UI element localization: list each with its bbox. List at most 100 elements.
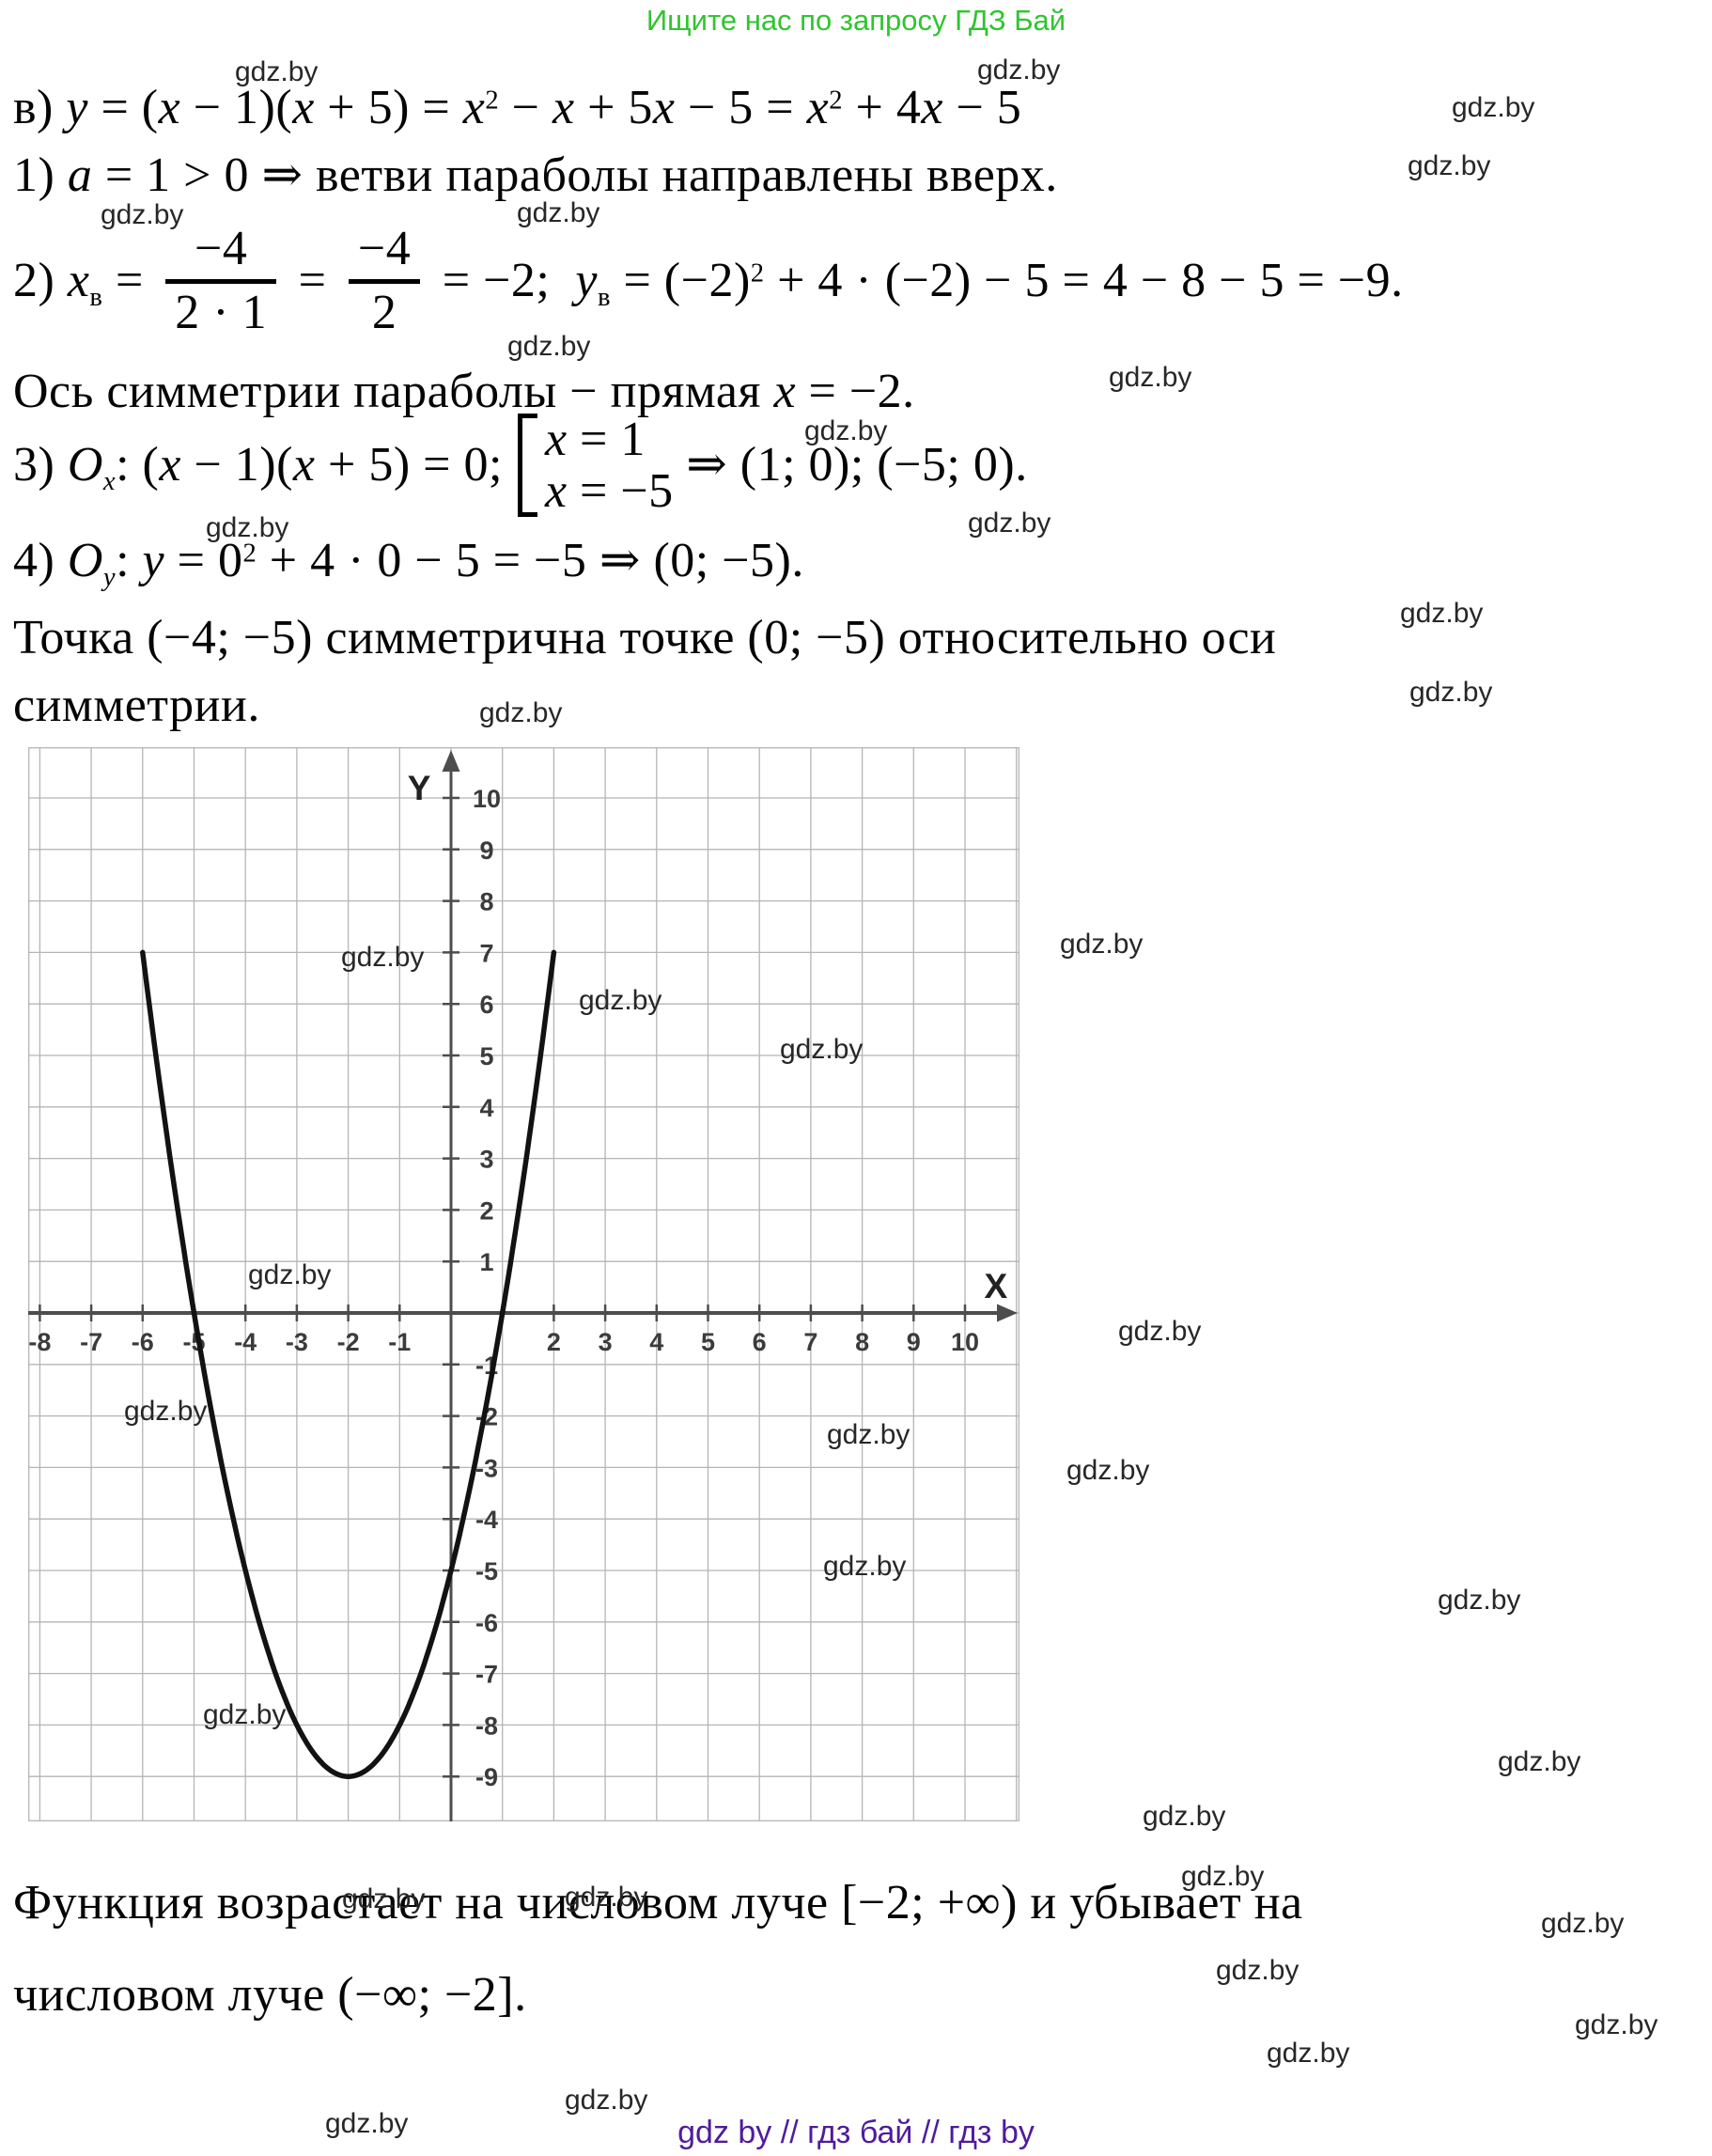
step-3-suffix: ⇒ (1; 0); (−5; 0). bbox=[673, 437, 1028, 492]
fraction-2-numerator: −4 bbox=[357, 222, 412, 275]
monotonicity-line-1: Функция возрастает на числовом луче [−2;… bbox=[13, 1876, 1303, 1929]
parabola-curve bbox=[140, 949, 557, 1779]
monotonicity-line-2: числовом луче (−∞; −2]. bbox=[13, 1968, 527, 2022]
watermark: gdz.by bbox=[203, 1699, 287, 1730]
watermark: gdz.by bbox=[804, 415, 888, 446]
x-tick-label: 8 bbox=[855, 1328, 869, 1356]
y-tick-label: -8 bbox=[475, 1711, 498, 1740]
step-2-line: 2) xв = −4 2 · 1 = −4 2 = −2; yв = (−2)2… bbox=[13, 222, 1404, 339]
watermark: gdz.by bbox=[479, 697, 563, 728]
watermark: gdz.by bbox=[977, 55, 1061, 86]
fraction-bar bbox=[348, 278, 421, 284]
watermark: gdz.by bbox=[101, 199, 184, 230]
fraction-1-denominator: 2 · 1 bbox=[175, 285, 268, 339]
fraction-2: −4 2 bbox=[348, 222, 421, 339]
watermark: gdz.by bbox=[1575, 2009, 1658, 2040]
watermark: gdz.by bbox=[780, 1034, 864, 1065]
system-bracket bbox=[517, 414, 537, 518]
watermark: gdz.by bbox=[325, 2108, 409, 2139]
step-3-line: 3) Ox: (x − 1)(x + 5) = 0; x = 1 x = −5 … bbox=[13, 413, 1028, 518]
x-tick-label: -1 bbox=[388, 1328, 411, 1356]
watermark: gdz.by bbox=[235, 56, 319, 87]
y-tick-label: 9 bbox=[479, 836, 493, 865]
step-2-suffix: = −2; yв = (−2)2 + 4 · (−2) − 5 = 4 − 8 … bbox=[429, 253, 1404, 312]
watermark: gdz.by bbox=[968, 508, 1051, 539]
x-tick-label: 6 bbox=[753, 1328, 767, 1356]
watermark: gdz.by bbox=[823, 1551, 907, 1582]
y-tick-label: -4 bbox=[475, 1506, 498, 1534]
watermark: gdz.by bbox=[1438, 1585, 1521, 1616]
x-tick-label: 3 bbox=[599, 1328, 613, 1356]
x-tick-label: -7 bbox=[80, 1328, 102, 1356]
y-tick-label: 7 bbox=[479, 939, 493, 967]
step-2-equals: = bbox=[286, 253, 339, 307]
fraction-2-denominator: 2 bbox=[371, 285, 397, 339]
fraction-1-numerator: −4 bbox=[195, 222, 248, 275]
x-tick-label: 4 bbox=[649, 1328, 663, 1356]
watermark: gdz.by bbox=[1400, 598, 1484, 629]
x-tick-label: -3 bbox=[286, 1328, 308, 1356]
grid-border bbox=[28, 747, 1019, 1821]
watermark: gdz.by bbox=[1143, 1801, 1226, 1832]
y-tick-label: 2 bbox=[479, 1196, 493, 1225]
y-tick-label: -6 bbox=[475, 1609, 498, 1637]
axis-symmetry-line: Ось симметрии параболы − прямая x = −2. bbox=[13, 365, 915, 418]
watermark: gdz.by bbox=[342, 1883, 426, 1914]
fraction-1: −4 2 · 1 bbox=[165, 222, 277, 339]
step-v-line: в) y = (x − 1)(x + 5) = x2 − x + 5x − 5 … bbox=[13, 81, 1022, 134]
watermark: gdz.by bbox=[1066, 1455, 1150, 1486]
watermark: gdz.by bbox=[1452, 92, 1535, 123]
step-1-line: 1) a = 1 > 0 ⇒ ветви параболы направлены… bbox=[13, 148, 1058, 202]
x-tick-label: -8 bbox=[28, 1328, 51, 1356]
x-tick-label: 10 bbox=[951, 1328, 979, 1356]
watermark: gdz.by bbox=[1118, 1316, 1202, 1347]
watermark: gdz.by bbox=[579, 985, 662, 1016]
x-axis-label: X bbox=[984, 1267, 1007, 1305]
step-2-prefix: 2) xв = bbox=[13, 253, 157, 312]
symmetric-point-line-2: симметрии. bbox=[13, 679, 260, 732]
x-tick-label: 9 bbox=[907, 1328, 921, 1356]
y-tick-label: -5 bbox=[475, 1557, 498, 1586]
y-tick-label: 10 bbox=[473, 785, 501, 813]
x-tick-label: 2 bbox=[547, 1328, 561, 1356]
fraction-bar bbox=[165, 278, 277, 284]
y-tick-label: 3 bbox=[479, 1146, 493, 1174]
watermark: gdz.by bbox=[206, 512, 289, 543]
x-tick-label: 7 bbox=[803, 1328, 817, 1356]
y-axis-label: Y bbox=[408, 769, 431, 807]
watermark: gdz.by bbox=[1109, 362, 1192, 393]
promo-banner: Ищите нас по запросу ГДЗ Бай bbox=[646, 4, 1066, 37]
y-tick-label: 5 bbox=[479, 1042, 493, 1070]
x-tick-label: 5 bbox=[701, 1328, 715, 1356]
watermark: gdz.by bbox=[1541, 1908, 1625, 1939]
watermark: gdz.by bbox=[1216, 1955, 1300, 1986]
x-tick-label: -4 bbox=[234, 1328, 257, 1356]
equation-system: x = 1 x = −5 bbox=[517, 413, 674, 518]
watermark: gdz.by bbox=[565, 2085, 648, 2116]
site-footer: gdz by // гдз бай // гдз by bbox=[677, 2115, 1035, 2150]
watermark: gdz.by bbox=[827, 1419, 910, 1450]
x-axis-arrow bbox=[997, 1304, 1018, 1322]
y-tick-label: 4 bbox=[479, 1094, 493, 1122]
watermark: gdz.by bbox=[1409, 677, 1493, 708]
watermark: gdz.by bbox=[124, 1396, 208, 1427]
system-row-1: x = 1 bbox=[544, 413, 646, 466]
y-tick-label: 8 bbox=[479, 888, 493, 916]
watermark: gdz.by bbox=[565, 1882, 648, 1913]
parabola-graph: -8 -7 -6 -5 -4 -3 -2 -1 2 3 4 5 6 7 8 9 1010987654321-1-… bbox=[28, 747, 1019, 1821]
watermark: gdz.by bbox=[341, 942, 425, 973]
y-tick-label: 1 bbox=[479, 1248, 493, 1276]
y-tick-label: 6 bbox=[479, 991, 493, 1019]
x-tick-label: -2 bbox=[337, 1328, 360, 1356]
step-3-prefix: 3) Ox: (x − 1)(x + 5) = 0; bbox=[13, 437, 503, 496]
x-tick-label: -6 bbox=[132, 1328, 154, 1356]
watermark: gdz.by bbox=[248, 1259, 332, 1290]
watermark: gdz.by bbox=[1060, 929, 1144, 960]
watermark: gdz.by bbox=[1408, 150, 1491, 181]
y-axis-arrow bbox=[442, 750, 460, 772]
symmetric-point-line-1: Точка (−4; −5) симметрична точке (0; −5)… bbox=[13, 611, 1277, 664]
watermark: gdz.by bbox=[507, 331, 591, 362]
watermark: gdz.by bbox=[517, 197, 600, 228]
watermark: gdz.by bbox=[1181, 1861, 1265, 1892]
